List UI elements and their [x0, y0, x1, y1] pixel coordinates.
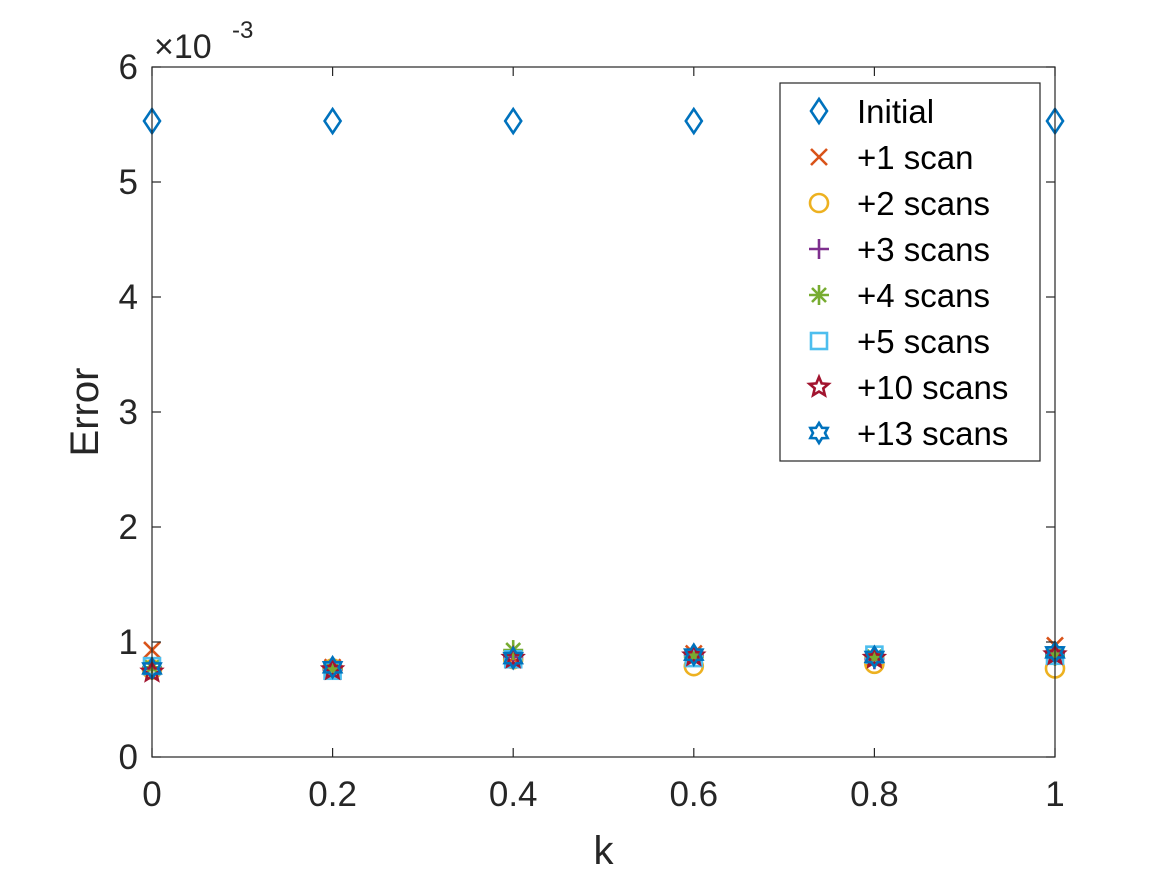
data-markers	[139, 106, 1068, 683]
x-tick-label: 0.8	[850, 775, 899, 814]
legend-item: +3 scans	[809, 231, 990, 268]
axes: 0 0.2 0.4 0.6 0.8 1 0 1 2 3 4 5 6	[119, 48, 1065, 814]
data-point	[684, 106, 704, 136]
data-point	[683, 642, 705, 668]
y-tick-label: 5	[119, 163, 138, 202]
legend-box	[779, 82, 1041, 462]
y-tick-label: 1	[119, 623, 138, 662]
legend-label: Initial	[857, 93, 934, 130]
y-tick-label: 3	[119, 393, 138, 432]
legend-marker	[810, 148, 828, 166]
y-axis-exponent: ×10 -3	[154, 17, 253, 66]
legend-item: +4 scans	[809, 277, 990, 314]
legend-item: +10 scans	[806, 369, 1008, 406]
legend-label: +5 scans	[857, 323, 990, 360]
legend-label: +2 scans	[857, 185, 990, 222]
data-point	[503, 106, 523, 136]
data-point	[321, 654, 344, 680]
legend-label: +1 scan	[857, 139, 974, 176]
legend-item: +2 scans	[808, 185, 990, 222]
legend-item: +5 scans	[809, 323, 990, 360]
legend-item: Initial	[809, 93, 934, 130]
x-tick-label: 0.2	[308, 775, 357, 814]
legend-marker	[808, 420, 830, 446]
y-exponent-prefix: ×10	[154, 28, 212, 66]
legend-marker	[808, 192, 830, 214]
y-axis-label: Error	[63, 368, 107, 457]
legend-label: +4 scans	[857, 277, 990, 314]
y-exponent-power: -3	[232, 17, 253, 44]
x-tick-label: 0.6	[669, 775, 718, 814]
legend-marker	[806, 373, 832, 398]
x-tick-label: 0.4	[489, 775, 538, 814]
y-tick-label: 6	[119, 48, 138, 87]
legend-marker	[809, 331, 829, 351]
x-axis-label: k	[594, 829, 615, 873]
series-7	[141, 639, 1066, 681]
x-tick-label: 1	[1045, 775, 1064, 814]
legend-marker	[809, 96, 829, 126]
legend-marker	[809, 239, 829, 259]
x-tick-label: 0	[142, 775, 161, 814]
legend-item: +1 scan	[810, 139, 974, 176]
y-tick-label: 2	[119, 508, 138, 547]
legend: Initial +1 scan +2 scans +3 scans +4 scans +5…	[779, 82, 1041, 462]
legend-label: +13 scans	[857, 415, 1008, 452]
y-tick-label: 0	[119, 738, 138, 777]
y-tick-label: 4	[119, 278, 138, 317]
data-point	[323, 106, 343, 136]
legend-label: +3 scans	[857, 231, 990, 268]
legend-label: +10 scans	[857, 369, 1008, 406]
data-point	[863, 644, 886, 670]
legend-marker	[809, 285, 829, 305]
legend-item: +13 scans	[808, 415, 1008, 452]
data-point	[502, 645, 524, 671]
